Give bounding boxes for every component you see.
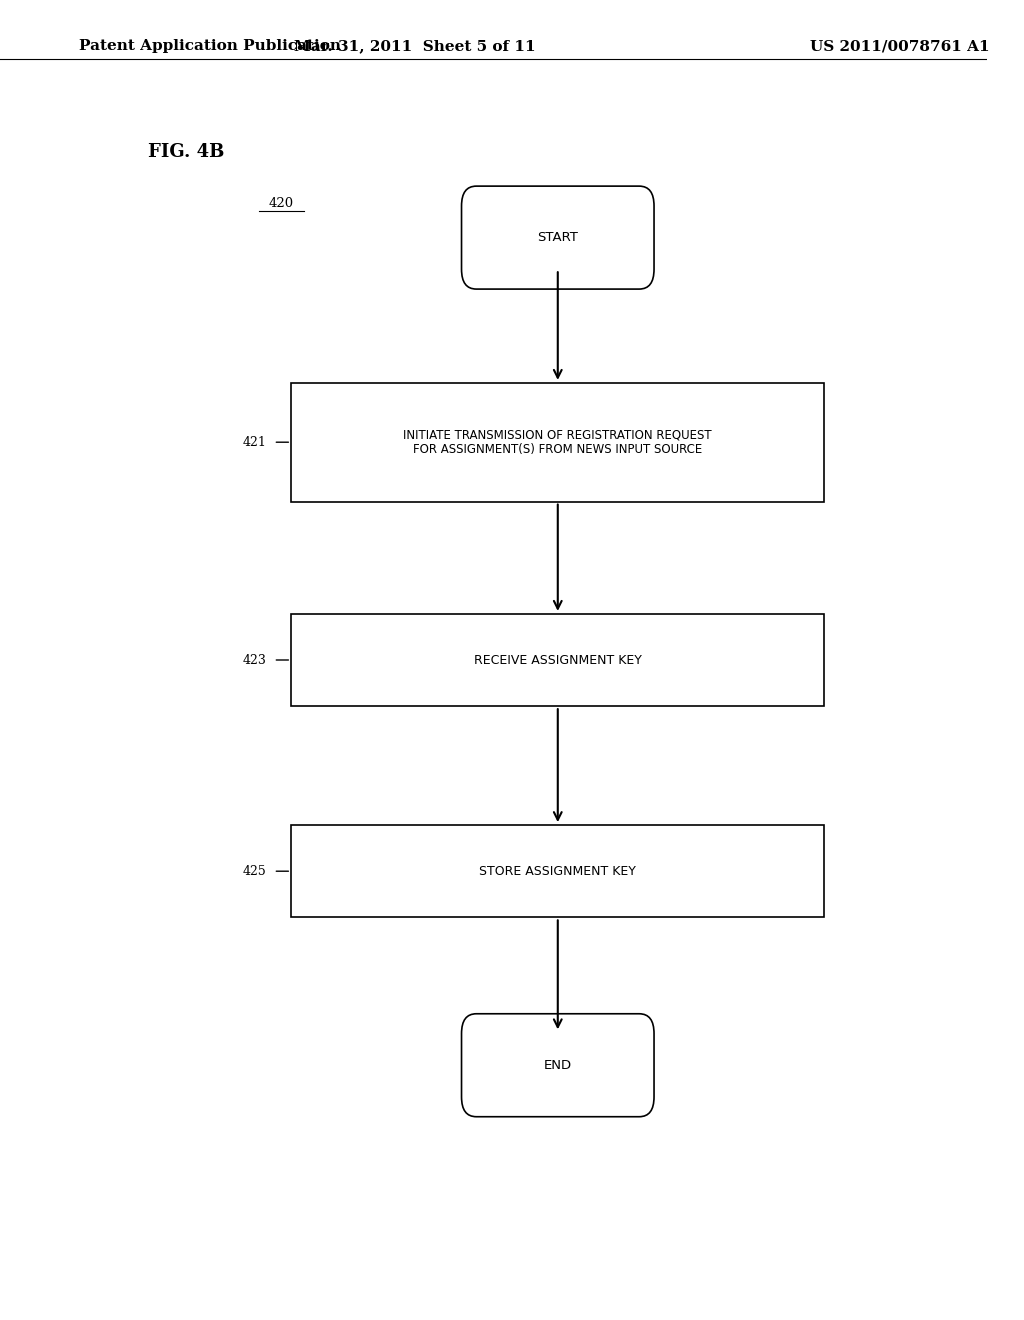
FancyBboxPatch shape: [462, 1014, 654, 1117]
FancyBboxPatch shape: [462, 186, 654, 289]
Text: FIG. 4B: FIG. 4B: [148, 143, 224, 161]
Text: END: END: [544, 1059, 571, 1072]
Text: 423: 423: [243, 653, 266, 667]
Text: RECEIVE ASSIGNMENT KEY: RECEIVE ASSIGNMENT KEY: [474, 653, 642, 667]
Text: US 2011/0078761 A1: US 2011/0078761 A1: [810, 40, 989, 53]
Bar: [291, 825, 824, 917]
Bar: [291, 614, 824, 706]
Text: Mar. 31, 2011  Sheet 5 of 11: Mar. 31, 2011 Sheet 5 of 11: [294, 40, 536, 53]
Bar: [291, 383, 824, 502]
Text: Patent Application Publication: Patent Application Publication: [79, 40, 341, 53]
Text: 420: 420: [268, 197, 294, 210]
Text: START: START: [538, 231, 579, 244]
Text: 421: 421: [243, 436, 266, 449]
Text: 425: 425: [243, 865, 266, 878]
Text: INITIATE TRANSMISSION OF REGISTRATION REQUEST
FOR ASSIGNMENT(S) FROM NEWS INPUT : INITIATE TRANSMISSION OF REGISTRATION RE…: [403, 428, 712, 457]
Text: STORE ASSIGNMENT KEY: STORE ASSIGNMENT KEY: [479, 865, 636, 878]
